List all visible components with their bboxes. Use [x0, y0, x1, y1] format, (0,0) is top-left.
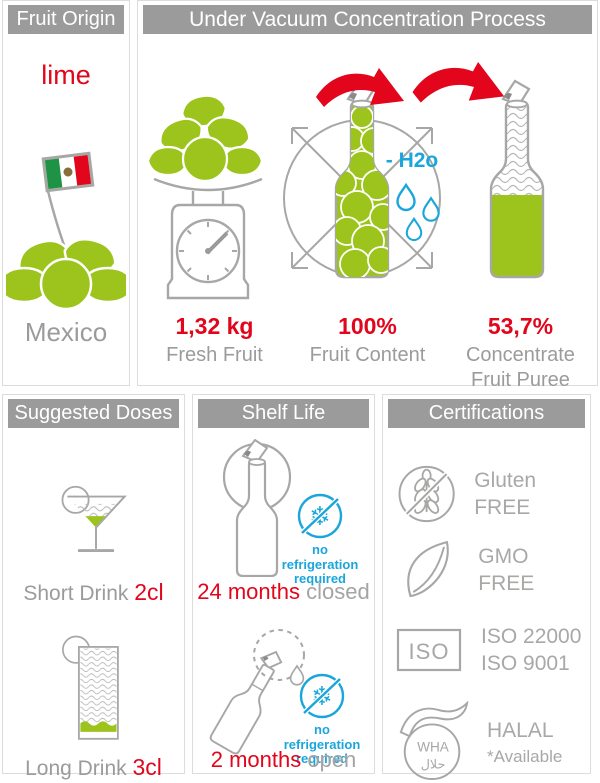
process-stats: 1,32 kg Fresh Fruit 100% Fruit Content 5… [138, 313, 597, 393]
certifications-panel: Certifications Gluten FREE [382, 394, 591, 780]
iso-line-2: ISO 9001 [481, 652, 570, 676]
cert-halal: WHA حلال HALAL *Available [395, 701, 586, 783]
stat-label: Concentrate Fruit Puree [465, 344, 575, 391]
no-refrigeration-icon: ❄ [297, 493, 343, 539]
cert-label-halal: HALAL *Available [487, 717, 562, 766]
suggested-doses-panel: Suggested Doses Short Drink 2cl [2, 394, 185, 780]
cert-gmo-free: GMO FREE [395, 535, 586, 605]
halal-arabic-text: حلال [421, 756, 446, 771]
process-header: Under Vacuum Concentration Process [143, 5, 592, 34]
short-drink-label: Short Drink [23, 582, 135, 605]
process-panel: Under Vacuum Concentration Process [137, 0, 598, 391]
stat-label: Fresh Fruit [166, 344, 263, 366]
no-refrigeration-note: no refrigeration required [281, 542, 359, 587]
minus-h2o-label: - H2o [385, 149, 439, 172]
closed-duration: 24 months [197, 579, 300, 604]
short-drink-dose: 2cl [134, 579, 164, 605]
gmo-free-leaf-icon [407, 540, 449, 598]
stat-fresh-fruit: 1,32 kg Fresh Fruit [138, 313, 291, 393]
stat-value: 53,7% [487, 313, 554, 339]
stat-concentrate: 53,7% Concentrate Fruit Puree [444, 313, 597, 393]
bottom-section: Suggested Doses Short Drink 2cl [2, 394, 598, 780]
no-refrigeration-icon: ❄ [299, 673, 345, 719]
stat-value: 1,32 kg [175, 313, 254, 339]
long-drink-dose: 3cl [132, 754, 162, 780]
bottle-full-fruit-icon [334, 79, 390, 279]
gluten-free-icon [398, 465, 455, 523]
cert-label: GMO FREE [478, 544, 535, 595]
origin-country-label: Mexico [24, 317, 108, 347]
iso-icon-text: ISO [409, 639, 450, 664]
halal-sublabel: *Available [487, 746, 563, 766]
concentrate-bottle-icon [489, 79, 545, 279]
cert-iso: ISO ISO 22000 ISO 9001 [395, 623, 586, 678]
stat-fruit-content: 100% Fruit Content [291, 313, 444, 393]
water-droplets-icon [396, 182, 440, 241]
process-arrow-icon [412, 62, 505, 103]
shelf-life-panel: Shelf Life ❄ no refrigeration required 2… [192, 394, 375, 774]
mexico-flag-limes-icon [6, 151, 126, 311]
no-refrigeration-note: no refrigeration required [283, 722, 361, 767]
suggested-doses-header: Suggested Doses [8, 399, 179, 428]
long-drink-glass-icon [62, 635, 119, 740]
stat-value: 100% [338, 313, 397, 339]
closed-bottle-icon [222, 439, 292, 577]
process-arrow-icon [316, 68, 404, 107]
closed-shelf-caption: 24 months closed [193, 579, 374, 605]
fruit-origin-header: Fruit Origin [8, 5, 124, 34]
open-state: open [301, 747, 357, 772]
scale-with-limes-icon [148, 95, 264, 300]
long-drink-label: Long Drink [25, 757, 133, 780]
open-bottle-icon [209, 629, 305, 755]
closed-state: closed [300, 579, 370, 604]
short-drink-caption: Short Drink 2cl [3, 579, 184, 606]
iso-icon: ISO [396, 629, 462, 672]
halal-wha-icon: WHA حلال [399, 701, 469, 780]
shelf-life-header: Shelf Life [198, 399, 369, 428]
cert-label: Gluten FREE [474, 468, 537, 519]
long-drink-caption: Long Drink 3cl [3, 754, 184, 781]
short-drink-glass-icon [61, 485, 127, 552]
cert-label: ISO 22000 ISO 9001 [481, 623, 581, 678]
top-section: Fruit Origin lime Mexico Under Vacuum Co… [2, 0, 598, 391]
fruit-origin-panel: Fruit Origin lime Mexico [2, 0, 130, 386]
wha-text: WHA [417, 740, 450, 755]
iso-line-1: ISO 22000 [481, 625, 582, 648]
open-shelf-caption: 2 months open [193, 747, 374, 773]
certifications-header: Certifications [388, 399, 585, 428]
cert-gluten-free: Gluten FREE [395, 459, 586, 529]
halal-label: HALAL [487, 719, 554, 743]
stat-label: Fruit Content [309, 344, 426, 366]
open-duration: 2 months [210, 747, 302, 772]
fruit-variety-label: lime [41, 60, 91, 90]
